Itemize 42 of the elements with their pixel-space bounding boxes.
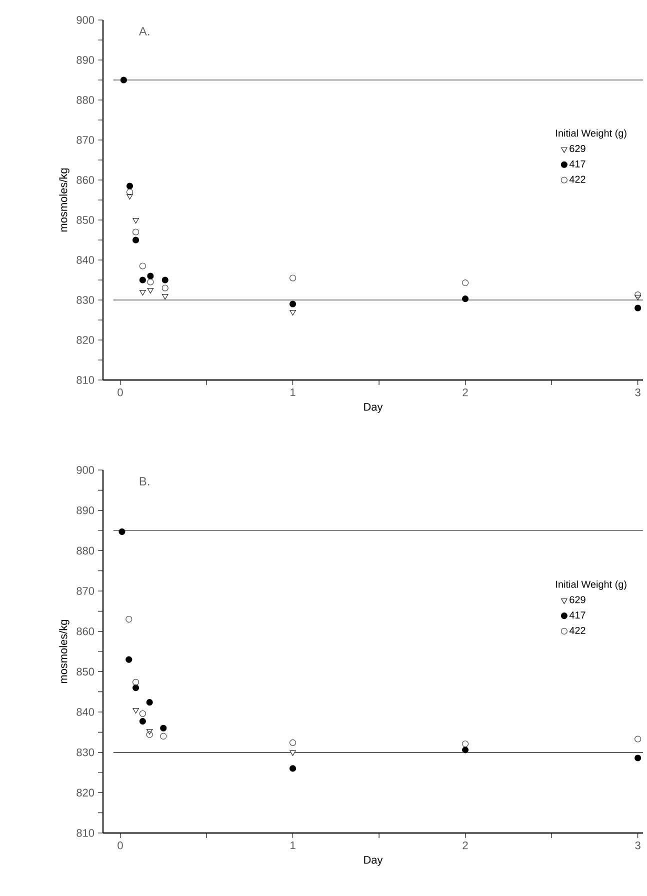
y-tick-label: 820 bbox=[76, 336, 94, 344]
y-tick-label: 890 bbox=[76, 506, 94, 514]
y-tick-label: 840 bbox=[76, 708, 94, 716]
chart-title: A. bbox=[138, 27, 150, 36]
y-tick-label: 830 bbox=[76, 748, 94, 756]
legend-label: 629 bbox=[570, 145, 586, 152]
y-axis-title: mosmoles/kg bbox=[59, 168, 70, 232]
y-tick-label: 880 bbox=[76, 546, 94, 555]
y-tick-label: 890 bbox=[76, 56, 94, 64]
legend-title: Initial Weight (g) bbox=[556, 580, 626, 590]
y-tick-label: 880 bbox=[76, 96, 94, 104]
y-axis-title: mosmoles/kg bbox=[59, 620, 70, 684]
y-tick-label: 870 bbox=[76, 587, 94, 595]
legend-label: 629 bbox=[570, 596, 586, 604]
y-tick-label: 870 bbox=[76, 136, 94, 144]
legend-label: 422 bbox=[569, 176, 586, 183]
legend-label: 422 bbox=[569, 626, 586, 634]
x-tick-label: 3 bbox=[635, 388, 640, 396]
y-tick-label: 860 bbox=[76, 176, 94, 184]
legend-label: 417 bbox=[569, 160, 586, 168]
x-tick-label: 1 bbox=[290, 842, 296, 850]
x-tick-label: 2 bbox=[462, 842, 468, 850]
y-tick-label: 860 bbox=[76, 627, 94, 636]
y-tick-label: 810 bbox=[76, 829, 94, 837]
x-axis-title: Day bbox=[364, 403, 383, 413]
y-tick-label: 830 bbox=[76, 296, 94, 304]
x-tick-label: 3 bbox=[635, 842, 640, 850]
x-tick-label: 0 bbox=[118, 842, 123, 850]
x-tick-label: 2 bbox=[462, 388, 468, 396]
y-tick-label: 900 bbox=[76, 466, 94, 474]
y-tick-label: 850 bbox=[76, 668, 94, 676]
x-tick-label: 0 bbox=[118, 388, 123, 396]
chart-title: B. bbox=[140, 477, 150, 486]
y-tick-label: 850 bbox=[76, 216, 94, 224]
y-tick-label: 900 bbox=[76, 16, 94, 24]
y-tick-label: 840 bbox=[76, 256, 94, 264]
legend-label: 417 bbox=[569, 612, 586, 618]
x-axis-title: Day bbox=[364, 856, 383, 866]
x-tick-label: 1 bbox=[290, 388, 296, 396]
legend-title: Initial Weight (g) bbox=[556, 129, 626, 139]
y-tick-label: 810 bbox=[76, 376, 94, 384]
y-tick-label: 820 bbox=[76, 788, 94, 797]
